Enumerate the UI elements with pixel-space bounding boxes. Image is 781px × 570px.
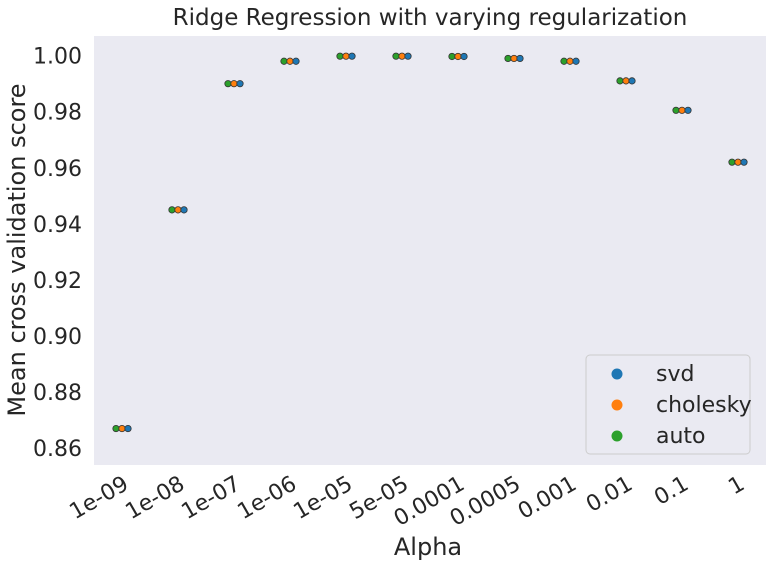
data-point-auto [336,52,344,60]
data-point-auto [280,57,288,65]
y-tick-label: 1.00 [33,45,82,70]
x-axis-label: Alpha [394,533,462,561]
legend-label: cholesky [656,393,752,418]
y-axis-label: Mean cross validation score [3,83,31,416]
y-tick-label: 0.96 [33,157,82,182]
x-tick-label: 1e-06 [234,472,301,525]
data-point-svd [404,52,412,60]
data-point-auto [504,54,512,63]
x-tick-label: 1e-05 [290,472,357,525]
data-point-cholesky [230,80,238,88]
data-point-auto [672,106,680,114]
legend-label: svd [656,362,694,387]
data-point-cholesky [622,77,630,85]
data-point-cholesky [454,52,462,61]
data-point-auto [168,206,176,214]
data-point-auto [728,158,736,166]
data-point-svd [572,57,580,65]
legend-box [585,354,751,455]
data-points [112,52,748,433]
data-point-auto [392,52,400,60]
legend-marker-svd [611,368,623,380]
x-tick-label: 1e-07 [178,472,245,525]
data-point-auto [616,77,624,85]
data-point-cholesky [174,206,182,214]
legend-items: svd cholesky auto [611,362,752,449]
y-tick-label: 0.94 [33,213,82,238]
legend-label: auto [656,424,706,449]
data-point-svd [516,54,524,63]
x-tick-label: 1e-08 [122,472,189,525]
x-tick-label: 1e-09 [66,472,133,525]
x-tick-label: 0.1 [650,472,693,511]
y-tick-labels: 0.86 0.88 0.90 0.92 0.94 0.96 0.98 1.00 [33,45,82,463]
data-point-svd [180,206,188,214]
data-point-cholesky [118,424,126,433]
data-point-svd [684,106,692,114]
data-point-cholesky [342,52,350,60]
legend-marker-auto [611,430,623,442]
legend-marker-cholesky [611,399,623,411]
y-tick-label: 0.88 [33,381,82,406]
data-point-cholesky [734,158,742,166]
x-tick-label: 0.001 [514,472,581,525]
data-point-cholesky [678,106,686,114]
data-point-auto [112,424,120,433]
x-tick-label: 0.01 [582,472,637,518]
data-point-svd [740,158,748,166]
data-point-cholesky [286,57,294,65]
data-point-svd [236,80,244,88]
data-point-svd [628,77,636,85]
legend: svd cholesky auto [585,354,752,455]
data-point-svd [124,424,132,433]
data-point-svd [292,57,300,65]
x-tick-labels: 1e-091e-081e-071e-061e-055e-050.00010.00… [66,472,749,532]
data-point-cholesky [566,57,574,65]
x-tick-label: 1 [724,472,749,501]
y-tick-label: 0.90 [33,325,82,350]
data-point-svd [348,52,356,60]
y-tick-label: 0.98 [33,101,82,126]
data-point-cholesky [398,52,406,60]
data-point-auto [560,57,568,65]
data-point-auto [448,52,456,61]
y-tick-label: 0.86 [33,437,82,462]
y-tick-label: 0.92 [33,269,82,294]
data-point-svd [460,52,468,61]
data-point-cholesky [510,54,518,63]
chart-title: Ridge Regression with varying regulariza… [173,5,688,31]
data-point-auto [224,80,232,88]
